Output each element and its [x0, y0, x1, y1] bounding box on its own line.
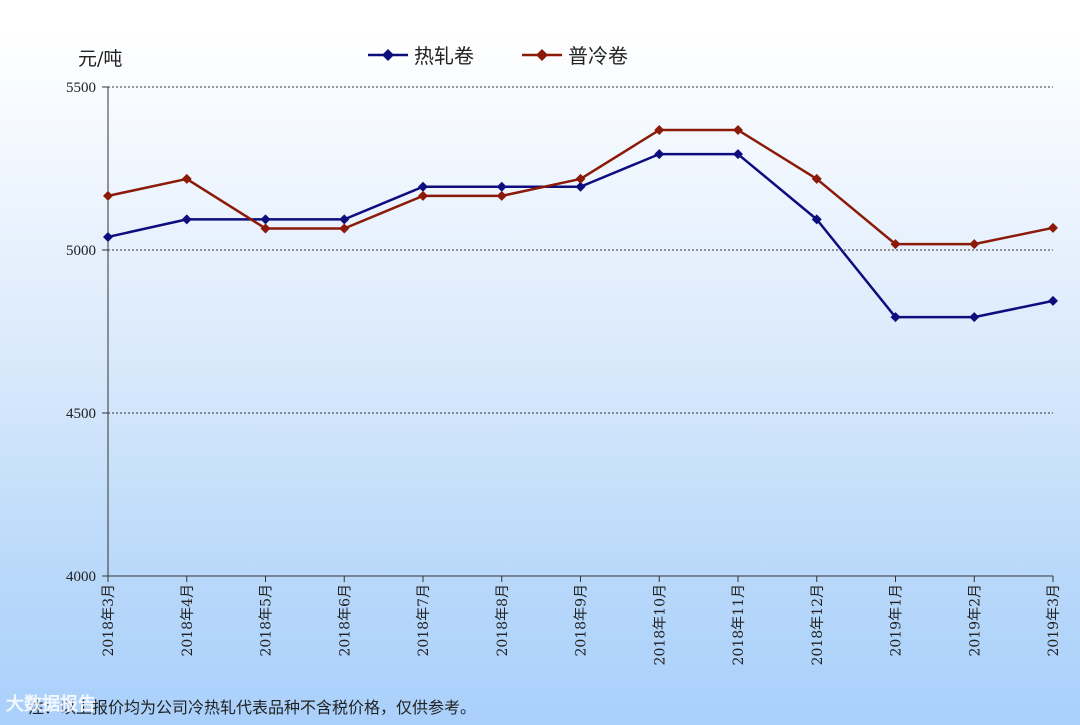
x-tick-label: 2018年8月 — [495, 584, 511, 657]
x-tick-label: 2018年10月 — [652, 584, 668, 665]
y-tick-label: 5000 — [66, 243, 96, 259]
data-point-hot-rolled — [181, 214, 192, 225]
data-point-hot-rolled — [890, 312, 901, 323]
x-tick-label: 2019年3月 — [1046, 584, 1062, 657]
legend-label-cold-rolled: 普冷卷 — [568, 44, 628, 68]
data-point-cold-rolled — [181, 173, 192, 184]
data-point-hot-rolled — [418, 181, 428, 192]
x-tick-label: 2018年9月 — [574, 584, 590, 657]
legend-item-cold-rolled: 普冷卷 — [522, 40, 628, 69]
y-tick-label: 4500 — [66, 406, 96, 422]
legend-marker-hot-rolled — [368, 48, 408, 61]
data-point-hot-rolled — [1048, 295, 1058, 306]
y-axis-unit-label: 元/吨 — [78, 48, 123, 70]
data-point-cold-rolled — [890, 239, 901, 250]
data-point-hot-rolled — [733, 149, 743, 160]
data-point-hot-rolled — [654, 149, 665, 160]
x-tick-label: 2018年6月 — [337, 584, 353, 657]
legend: 热轧卷 普冷卷 — [368, 40, 628, 69]
data-point-cold-rolled — [418, 190, 428, 201]
data-point-hot-rolled — [575, 181, 586, 192]
x-tick-label: 2018年3月 — [101, 584, 117, 657]
x-tick-label: 2019年1月 — [889, 584, 905, 657]
x-tick-label: 2018年4月 — [180, 584, 196, 657]
x-tick-label: 2018年11月 — [731, 584, 747, 665]
legend-marker-cold-rolled — [522, 48, 562, 61]
footnote: 注：以上报价均为公司冷热轧代表品种不含税价格，仅供参考。 — [28, 698, 477, 717]
data-point-cold-rolled — [103, 190, 113, 201]
data-point-cold-rolled — [339, 223, 350, 234]
legend-item-hot-rolled: 热轧卷 — [368, 40, 474, 69]
y-tick-label: 5500 — [66, 80, 96, 96]
data-point-cold-rolled — [260, 223, 271, 234]
data-point-hot-rolled — [260, 214, 271, 225]
data-point-cold-rolled — [496, 190, 507, 201]
data-point-cold-rolled — [1048, 222, 1058, 233]
data-point-cold-rolled — [654, 125, 665, 136]
data-point-hot-rolled — [103, 231, 113, 242]
data-point-hot-rolled — [496, 181, 507, 192]
x-tick-label: 2018年5月 — [259, 584, 275, 657]
legend-label-hot-rolled: 热轧卷 — [414, 44, 474, 68]
data-point-hot-rolled — [339, 214, 350, 225]
x-tick-label: 2018年7月 — [416, 584, 432, 657]
data-point-cold-rolled — [733, 125, 743, 136]
watermark: 大数据报告 — [6, 694, 96, 715]
data-point-cold-rolled — [575, 173, 586, 184]
x-tick-label: 2019年2月 — [967, 584, 983, 657]
data-point-cold-rolled — [811, 173, 822, 184]
y-tick-label: 4000 — [66, 569, 96, 585]
x-tick-label: 2018年12月 — [810, 584, 826, 665]
data-point-hot-rolled — [969, 312, 980, 323]
data-point-hot-rolled — [811, 214, 822, 225]
data-point-cold-rolled — [969, 239, 980, 250]
